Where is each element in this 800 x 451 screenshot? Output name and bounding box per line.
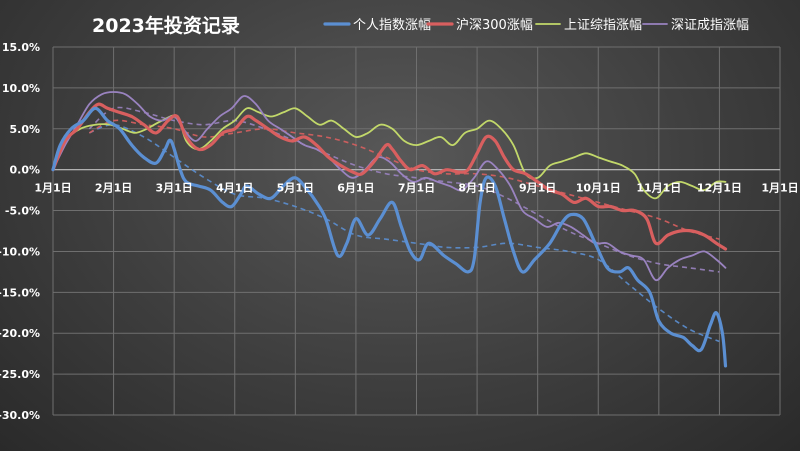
x-tick-label: 9月1日: [519, 182, 556, 195]
x-tick-label: 1月1日: [761, 182, 798, 195]
x-tick-label: 4月1日: [216, 182, 253, 195]
x-tick-label: 12月1日: [697, 182, 742, 195]
x-tick-label: 6月1日: [337, 182, 374, 195]
x-axis-ticks: 1月1日 2月1日 3月1日 4月1日 5月1日 6月1日 7月1日 8月1日 9月1日 10月1…: [34, 182, 798, 195]
y-axis-ticks: 15.0% 10.0% 5.0% 0.0% -5.0% -10.0% -15.0% -20.0…: [0, 41, 40, 422]
chart-title: 2023年投资记录: [92, 14, 240, 37]
x-tick-label: 11月1日: [636, 182, 681, 195]
y-tick-label: -15.0%: [0, 286, 40, 299]
x-tick-label: 5月1日: [277, 182, 314, 195]
x-tick-label: 7月1日: [398, 182, 435, 195]
y-tick-label: 5.0%: [9, 123, 40, 136]
legend-label: 上证综指涨幅: [564, 18, 642, 33]
x-tick-label: 1月1日: [34, 182, 71, 195]
x-tick-label: 3月1日: [156, 182, 193, 195]
y-tick-label: -30.0%: [0, 409, 40, 422]
y-tick-label: 0.0%: [9, 164, 40, 177]
series-line-3: [52, 91, 727, 282]
legend-label: 个人指数涨幅: [353, 18, 431, 33]
legend-label: 深证成指涨幅: [671, 18, 749, 33]
trendline: [88, 106, 720, 273]
series-line-0: [51, 106, 728, 368]
x-tick-label: 2月1日: [95, 182, 132, 195]
x-tick-label: 10月1日: [576, 182, 621, 195]
y-tick-label: -5.0%: [5, 205, 40, 218]
series-lines: [51, 91, 728, 368]
y-tick-label: 15.0%: [2, 41, 40, 54]
y-tick-label: 10.0%: [2, 82, 40, 95]
y-tick-label: -25.0%: [0, 368, 40, 381]
series-line-2: [52, 107, 727, 200]
legend-label: 沪深300涨幅: [456, 17, 533, 33]
x-tick-label: 8月1日: [458, 182, 495, 195]
y-tick-label: -10.0%: [0, 245, 40, 258]
y-tick-label: -20.0%: [0, 327, 40, 340]
legend: 个人指数涨幅 沪深300涨幅 上证综指涨幅 深证成指涨幅: [323, 17, 749, 33]
series-line-1: [51, 102, 728, 251]
grid: [52, 46, 781, 416]
trendlines: [88, 106, 720, 343]
